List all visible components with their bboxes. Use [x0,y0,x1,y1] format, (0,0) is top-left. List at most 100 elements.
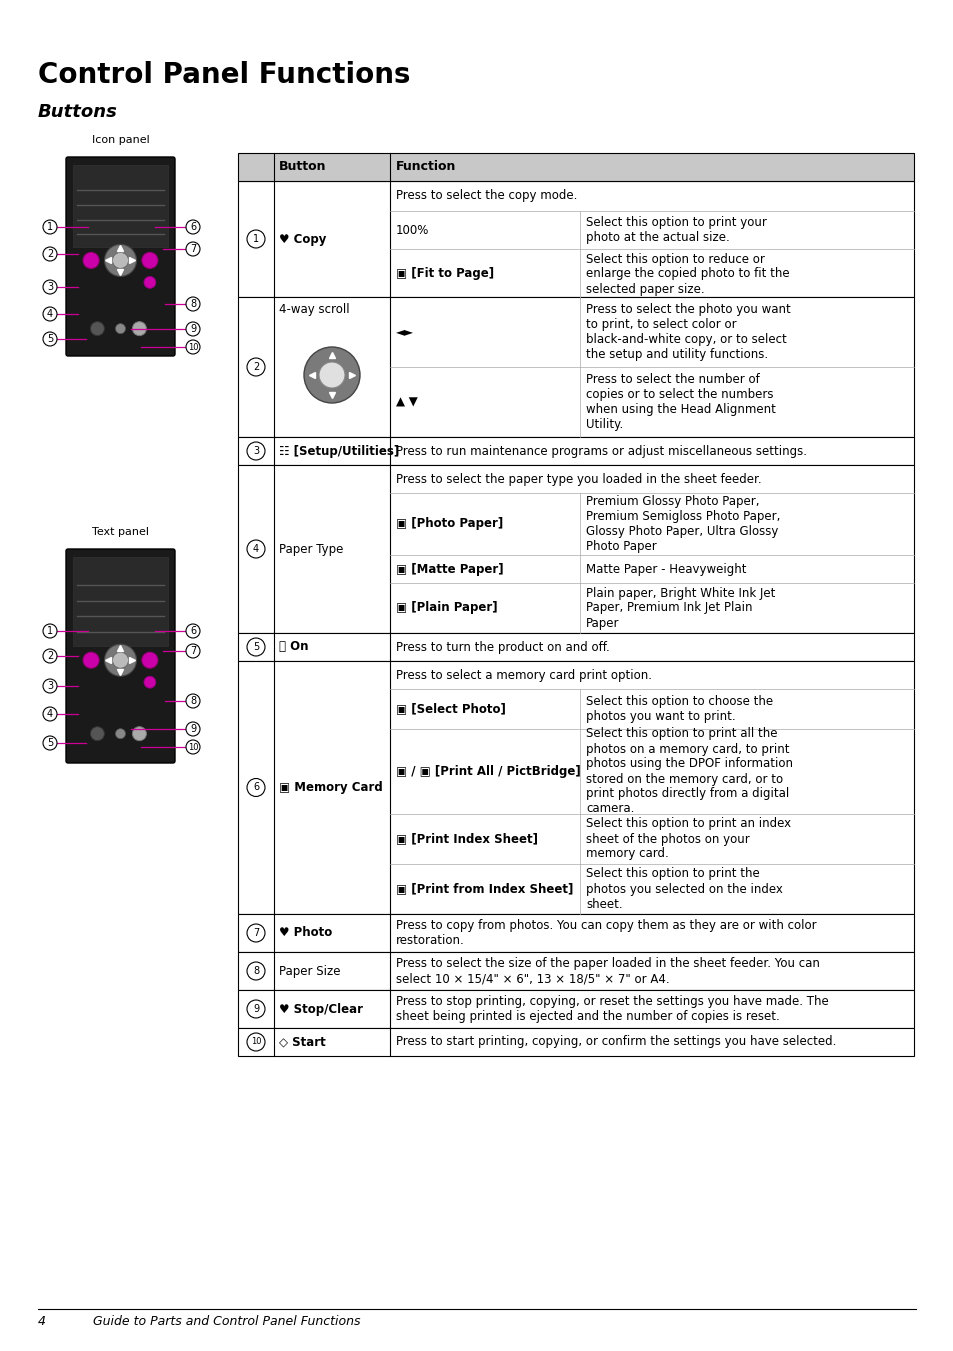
Text: Press to start printing, copying, or confirm the settings you have selected.: Press to start printing, copying, or con… [395,1035,836,1048]
FancyBboxPatch shape [66,157,174,357]
Circle shape [43,707,57,721]
Circle shape [186,297,200,311]
Text: 3: 3 [47,681,53,690]
Circle shape [91,322,104,335]
Text: Press to select the photo you want
to print, to select color or
black-and-white : Press to select the photo you want to pr… [585,303,790,361]
Circle shape [247,1034,265,1051]
Circle shape [247,230,265,249]
Bar [73,558,168,646]
Circle shape [247,638,265,657]
Text: ▣ [Photo Paper]: ▣ [Photo Paper] [395,517,503,531]
Text: Press to select the paper type you loaded in the sheet feeder.: Press to select the paper type you loade… [395,473,760,485]
Text: 100%: 100% [395,223,429,236]
Circle shape [112,653,129,669]
Text: 4-way scroll: 4-way scroll [278,303,349,316]
Text: 5: 5 [253,642,259,653]
Text: ♥ Photo: ♥ Photo [278,927,332,939]
Text: ▣ [Fit to Page]: ▣ [Fit to Page] [395,267,494,281]
Bar [237,661,913,915]
Text: Select this option to print an index
sheet of the photos on your
memory card.: Select this option to print an index she… [585,817,790,861]
FancyBboxPatch shape [66,549,174,763]
Text: 3: 3 [47,282,53,292]
Text: Icon panel: Icon panel [91,135,150,145]
Text: ◇ Start: ◇ Start [278,1035,325,1048]
Bar [237,634,913,661]
Bar [237,436,913,465]
Text: 4: 4 [47,309,53,319]
Text: Text panel: Text panel [91,527,149,536]
Text: ▣ [Select Photo]: ▣ [Select Photo] [395,703,505,716]
Text: ▣ Memory Card: ▣ Memory Card [278,781,382,794]
Circle shape [247,778,265,797]
Text: 1: 1 [253,234,259,245]
Text: 9: 9 [190,724,196,734]
Circle shape [186,624,200,638]
Text: Press to select the size of the paper loaded in the sheet feeder. You can
select: Press to select the size of the paper lo… [395,957,819,985]
Text: 6: 6 [253,782,259,793]
Text: ▣ [Matte Paper]: ▣ [Matte Paper] [395,562,503,576]
Circle shape [144,677,155,688]
Text: ♥ Copy: ♥ Copy [278,232,326,246]
Circle shape [304,347,359,403]
Text: Press to select a memory card print option.: Press to select a memory card print opti… [395,669,651,681]
Circle shape [247,962,265,979]
Text: Matte Paper - Heavyweight: Matte Paper - Heavyweight [585,562,745,576]
Circle shape [186,242,200,255]
Circle shape [186,322,200,336]
Text: Paper Type: Paper Type [278,543,343,555]
Bar [73,165,168,247]
Text: ▣ [Print from Index Sheet]: ▣ [Print from Index Sheet] [395,882,573,896]
Text: Premium Glossy Photo Paper,
Premium Semigloss Photo Paper,
Glossy Photo Paper, U: Premium Glossy Photo Paper, Premium Semi… [585,494,780,553]
Circle shape [186,694,200,708]
Text: Select this option to print all the
photos on a memory card, to print
photos usi: Select this option to print all the phot… [585,727,792,816]
Text: 8: 8 [253,966,259,975]
Text: 8: 8 [190,299,196,309]
Bar [237,915,913,952]
Circle shape [112,253,129,269]
Text: Select this option to reduce or
enlarge the copied photo to fit the
selected pap: Select this option to reduce or enlarge … [585,253,789,296]
Circle shape [115,324,126,334]
Circle shape [83,253,99,269]
Circle shape [186,740,200,754]
Circle shape [142,253,158,269]
Text: Plain paper, Bright White Ink Jet
Paper, Premium Ink Jet Plain
Paper: Plain paper, Bright White Ink Jet Paper,… [585,586,775,630]
Bar [237,153,913,181]
Text: 7: 7 [253,928,259,938]
Circle shape [247,924,265,942]
Circle shape [186,220,200,234]
Circle shape [318,362,345,388]
Circle shape [43,648,57,663]
Circle shape [142,653,158,669]
Circle shape [132,727,146,740]
Circle shape [115,728,126,739]
Circle shape [43,307,57,322]
Text: Select this option to print your
photo at the actual size.: Select this option to print your photo a… [585,216,766,245]
Text: 9: 9 [190,324,196,334]
Circle shape [43,332,57,346]
Text: Paper Size: Paper Size [278,965,340,978]
Circle shape [105,644,136,677]
Text: 1: 1 [47,222,53,232]
Bar [237,297,913,436]
Text: ▣ [Plain Paper]: ▣ [Plain Paper] [395,601,497,615]
Text: Press to stop printing, copying, or reset the settings you have made. The
sheet : Press to stop printing, copying, or rese… [395,994,828,1023]
Text: 10: 10 [188,343,198,351]
Text: 2: 2 [47,651,53,661]
Text: 2: 2 [253,362,259,372]
Circle shape [43,280,57,295]
Circle shape [43,736,57,750]
Text: 10: 10 [251,1038,261,1047]
Circle shape [91,727,104,740]
Bar [237,1028,913,1056]
Text: Select this option to choose the
photos you want to print.: Select this option to choose the photos … [585,694,772,723]
Circle shape [43,680,57,693]
Text: 4: 4 [253,544,259,554]
Text: Press to select the copy mode.: Press to select the copy mode. [395,189,577,203]
Text: Buttons: Buttons [38,103,118,122]
Text: 10: 10 [188,743,198,751]
Text: 5: 5 [47,334,53,345]
Text: Press to run maintenance programs or adjust miscellaneous settings.: Press to run maintenance programs or adj… [395,444,806,458]
Text: ▣ [Print Index Sheet]: ▣ [Print Index Sheet] [395,832,537,846]
Circle shape [247,358,265,376]
Text: ⏻ On: ⏻ On [278,640,308,654]
